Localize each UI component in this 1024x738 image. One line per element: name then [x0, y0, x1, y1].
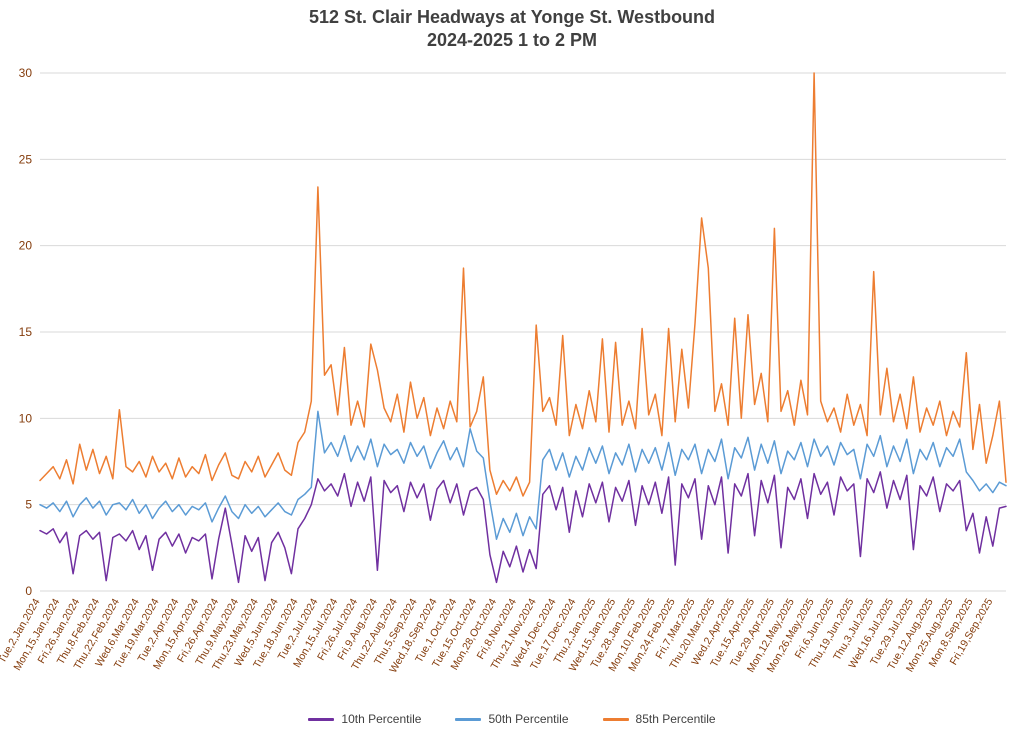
chart-title-line2: 2024-2025 1 to 2 PM: [426, 30, 598, 50]
y-tick-label: 30: [19, 66, 33, 80]
legend-item-50th-percentile: 50th Percentile: [455, 712, 569, 726]
y-tick-label: 0: [25, 584, 32, 598]
series-line-50th-percentile: [39, 410, 1007, 540]
legend-item-10th-percentile: 10th Percentile: [308, 712, 421, 726]
legend-swatch-line-icon: [602, 717, 629, 721]
legend: 10th Percentile 50th Percentile 85th Perce…: [0, 712, 1024, 726]
y-tick-label: 15: [19, 325, 33, 339]
legend-label: 85th Percentile: [635, 712, 716, 726]
series-line-10th-percentile: [39, 471, 1007, 584]
legend-swatch-line-icon: [308, 717, 335, 721]
legend-item-85th-percentile: 85th Percentile: [602, 712, 716, 726]
chart-title: 512 St. Clair Headways at Yonge St. West…: [0, 6, 1024, 52]
series-line-85th-percentile: [39, 72, 1007, 497]
y-tick-label: 10: [19, 411, 33, 425]
y-tick-label: 20: [19, 239, 33, 253]
legend-swatch-line-icon: [455, 717, 482, 721]
y-tick-label: 25: [19, 152, 33, 166]
legend-label: 10th Percentile: [341, 712, 422, 726]
legend-label: 50th Percentile: [488, 712, 569, 726]
y-tick-label: 5: [25, 498, 32, 512]
chart-title-line1: 512 St. Clair Headways at Yonge St. West…: [308, 7, 716, 27]
